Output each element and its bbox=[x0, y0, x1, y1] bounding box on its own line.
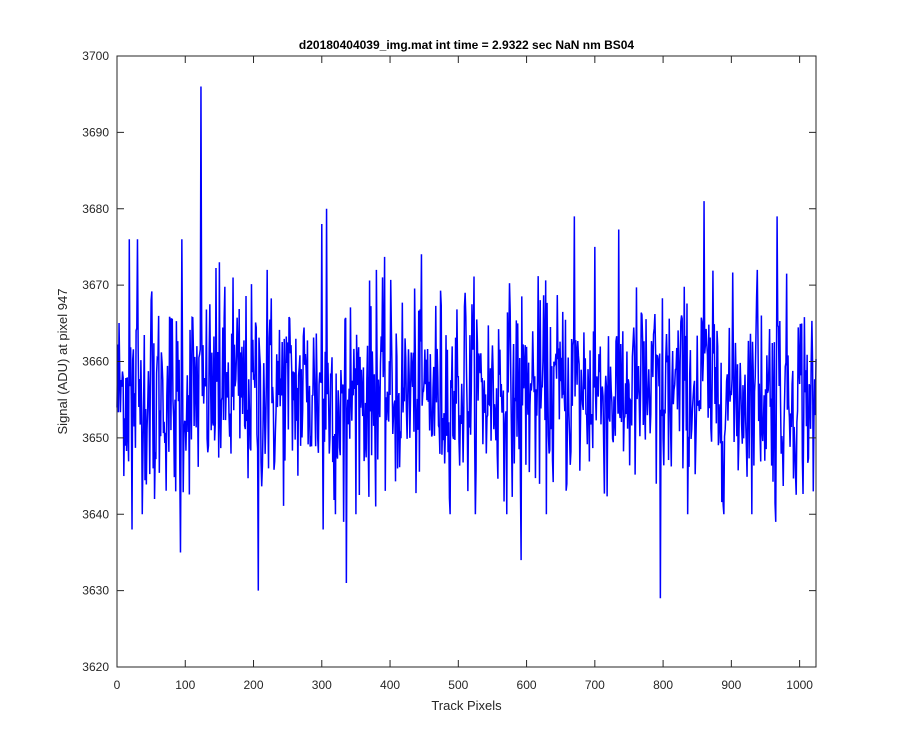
x-tick-label: 500 bbox=[448, 678, 468, 692]
x-tick-label: 0 bbox=[114, 678, 121, 692]
x-tick-label: 300 bbox=[312, 678, 332, 692]
y-tick-label: 3620 bbox=[82, 660, 109, 674]
y-tick-label: 3630 bbox=[82, 584, 109, 598]
x-tick-label: 700 bbox=[585, 678, 605, 692]
y-tick-label: 3680 bbox=[82, 202, 109, 216]
x-tick-label: 400 bbox=[380, 678, 400, 692]
y-tick-label: 3660 bbox=[82, 355, 109, 369]
y-tick-label: 3650 bbox=[82, 431, 109, 445]
y-tick-label: 3640 bbox=[82, 507, 109, 521]
series-line-layer bbox=[116, 86, 817, 599]
y-axis-label: Signal (ADU) at pixel 947 bbox=[55, 289, 70, 435]
chart-title: d20180404039_img.mat int time = 2.9322 s… bbox=[299, 38, 635, 52]
x-tick-label: 200 bbox=[244, 678, 264, 692]
y-axis: 3620 3630 3640 3650 3660 3670 3680 3690 3700 bbox=[82, 49, 816, 674]
x-tick-label: 1000 bbox=[786, 678, 813, 692]
y-tick-label: 3690 bbox=[82, 125, 109, 139]
x-tick-label: 600 bbox=[517, 678, 537, 692]
x-axis: 0 100 200 300 400 500 600 700 800 900 1000 bbox=[114, 56, 813, 692]
x-tick-label: 800 bbox=[653, 678, 673, 692]
x-tick-label: 100 bbox=[175, 678, 195, 692]
series-line bbox=[116, 86, 817, 599]
y-tick-label: 3670 bbox=[82, 278, 109, 292]
x-tick-label: 900 bbox=[721, 678, 741, 692]
y-tick-label: 3700 bbox=[82, 49, 109, 63]
x-axis-label: Track Pixels bbox=[431, 698, 502, 713]
